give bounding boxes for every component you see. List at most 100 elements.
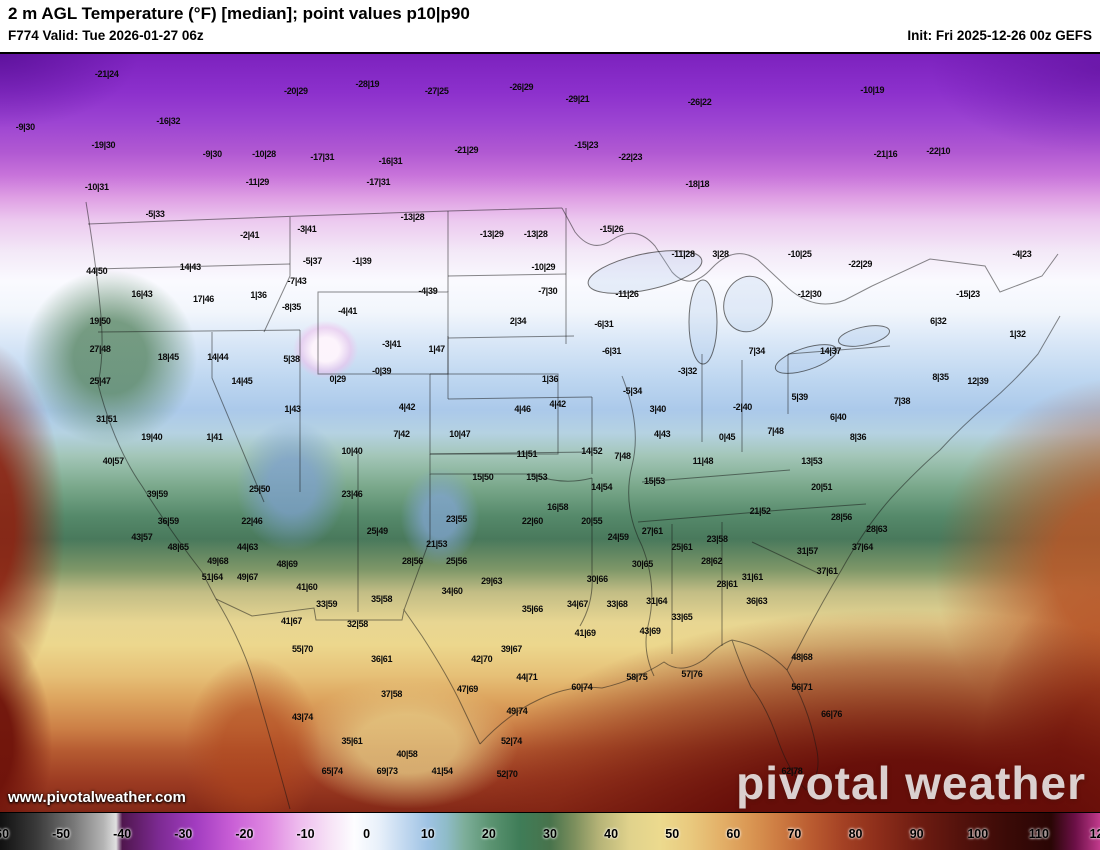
point-value: -21|16 xyxy=(873,149,898,160)
point-value: 66|76 xyxy=(821,709,843,720)
point-value: 25|61 xyxy=(671,541,693,552)
point-value: 43|57 xyxy=(131,531,153,542)
point-value: 31|64 xyxy=(646,596,668,607)
point-value: 23|58 xyxy=(706,534,728,545)
point-value: -12|30 xyxy=(797,289,822,300)
point-value: -10|28 xyxy=(252,149,276,160)
point-value: -11|29 xyxy=(245,177,270,188)
point-value: 41|67 xyxy=(280,615,303,626)
colorbar-gradient xyxy=(0,813,1100,850)
point-value: 43|69 xyxy=(639,625,661,636)
point-value: 40|57 xyxy=(102,456,124,467)
point-value: 52|70 xyxy=(496,769,518,780)
point-value: 4|42 xyxy=(398,402,416,413)
colorbar-tick-label: 100 xyxy=(967,827,989,841)
colorbar-tick-label: 10 xyxy=(420,827,435,841)
point-value: 15|53 xyxy=(643,475,666,486)
point-value: 1|41 xyxy=(206,431,223,442)
point-value: 39|67 xyxy=(500,644,523,655)
point-value: -13|28 xyxy=(400,211,425,222)
point-value: 10|47 xyxy=(449,428,471,439)
point-value: 28|62 xyxy=(701,556,723,567)
point-value: 15|53 xyxy=(526,471,548,482)
point-value: -15|26 xyxy=(599,224,624,235)
point-value: -16|32 xyxy=(156,115,181,126)
point-value: 10|40 xyxy=(341,446,363,457)
point-value: 7|34 xyxy=(748,346,766,357)
point-value: 14|45 xyxy=(231,375,253,386)
point-value: -3|32 xyxy=(677,365,698,376)
point-value: -11|28 xyxy=(671,249,695,260)
colorbar-tick-label: 110 xyxy=(1028,827,1049,841)
point-value: 8|36 xyxy=(849,431,867,442)
point-value: 65|74 xyxy=(321,766,343,777)
point-value: 51|64 xyxy=(201,572,223,583)
colorbar-tick-label: -20 xyxy=(235,827,254,841)
point-value: 0|45 xyxy=(718,431,736,442)
point-value: 41|54 xyxy=(431,766,453,777)
point-value: -26|22 xyxy=(687,96,712,107)
point-value: 11|51 xyxy=(516,449,538,460)
point-value: 28|63 xyxy=(866,524,888,535)
point-value: 43|74 xyxy=(291,712,314,723)
colorbar-tick-label: -60 xyxy=(0,827,10,841)
point-value: 49|67 xyxy=(236,572,259,583)
point-value: -20|29 xyxy=(284,86,308,97)
point-value: 33|65 xyxy=(671,612,693,623)
point-value: 25|50 xyxy=(249,484,271,495)
point-value: 19|50 xyxy=(89,315,111,326)
point-value: 1|36 xyxy=(250,290,267,301)
point-value: 27|61 xyxy=(641,525,663,536)
point-value: 25|47 xyxy=(89,375,111,386)
point-value: -13|28 xyxy=(523,228,548,239)
point-value: 35|58 xyxy=(371,594,393,604)
point-value: 22|46 xyxy=(241,515,263,526)
point-value: 21|52 xyxy=(749,506,771,517)
colorbar-tick-label: -10 xyxy=(296,827,315,841)
point-value: -3|41 xyxy=(382,339,402,350)
point-value: -6|31 xyxy=(594,318,614,329)
point-value: 36|61 xyxy=(371,653,393,664)
point-value: 7|42 xyxy=(393,428,410,439)
point-value: 39|59 xyxy=(146,488,168,499)
point-value: 33|68 xyxy=(606,599,628,610)
point-value: -2|40 xyxy=(732,402,753,413)
point-value: 33|59 xyxy=(316,599,338,610)
colorbar-tick-label: -30 xyxy=(174,827,193,841)
point-value: 16|43 xyxy=(131,289,153,300)
point-value: 41|69 xyxy=(574,628,596,639)
point-value: 14|37 xyxy=(819,346,842,357)
colorbar-tick-label: 60 xyxy=(726,827,741,841)
point-value: 44|50 xyxy=(86,265,108,276)
point-value: 17|46 xyxy=(192,293,215,304)
point-value: -29|21 xyxy=(565,93,590,104)
point-value: 57|76 xyxy=(681,669,703,680)
colorbar-tick-label: 0 xyxy=(363,827,371,841)
point-value: 44|63 xyxy=(236,541,259,552)
point-value: 7|48 xyxy=(767,425,784,436)
point-value: 25|56 xyxy=(445,556,468,567)
point-value: 35|61 xyxy=(341,735,363,746)
point-value: 48|68 xyxy=(791,652,813,663)
colorbar-tick-label: 40 xyxy=(604,827,619,841)
point-value: 15|50 xyxy=(472,471,494,482)
point-value: 30|66 xyxy=(586,574,608,585)
point-value: 28|56 xyxy=(830,512,853,523)
point-value: 36|63 xyxy=(746,596,768,607)
point-value: 23|46 xyxy=(341,488,363,499)
point-value: -1|39 xyxy=(352,255,372,266)
point-value: -9|30 xyxy=(15,121,35,132)
point-value: 44|71 xyxy=(516,672,538,683)
point-value: -15|23 xyxy=(574,139,599,150)
point-value: 34|67 xyxy=(566,599,589,610)
point-value: 34|60 xyxy=(441,585,463,596)
colorbar-tick-label: 80 xyxy=(848,827,863,841)
temperature-regional-tint-layer xyxy=(0,54,1100,812)
point-value: -10|29 xyxy=(531,261,556,272)
site-watermark: www.pivotalweather.com xyxy=(8,789,186,806)
point-value: -21|29 xyxy=(454,145,479,156)
init-time-label: Init: Fri 2025-12-26 00z GEFS xyxy=(907,28,1092,43)
temperature-map[interactable]: -21|24 -20|29 -28|19 -27|25 -26|29 -29|21 -26|… xyxy=(0,54,1100,812)
point-value: -9|30 xyxy=(202,149,222,160)
